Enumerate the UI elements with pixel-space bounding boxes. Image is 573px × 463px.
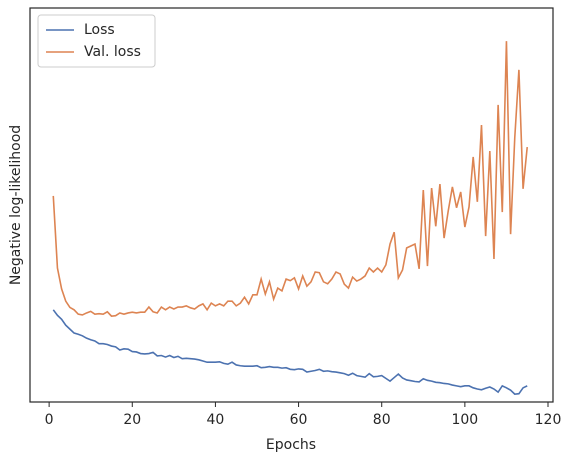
plot-frame	[29, 7, 554, 403]
x-axis-label: Epochs	[266, 437, 316, 453]
line-series	[52, 309, 528, 395]
x-tick-label: 0	[45, 412, 54, 428]
legend-label: Val. loss	[84, 44, 141, 60]
x-tick-label: 80	[373, 412, 391, 428]
x-tick-label: 40	[207, 412, 225, 428]
x-tick-label: 20	[123, 412, 141, 428]
line-series	[52, 41, 529, 317]
x-tick-label: 120	[535, 412, 562, 428]
legend-box	[37, 14, 156, 68]
y-axis-label: Negative log-likelihood	[8, 125, 24, 285]
legend-label: Loss	[84, 22, 115, 38]
x-tick-label: 100	[451, 412, 478, 428]
x-tick-label: 60	[290, 412, 308, 428]
